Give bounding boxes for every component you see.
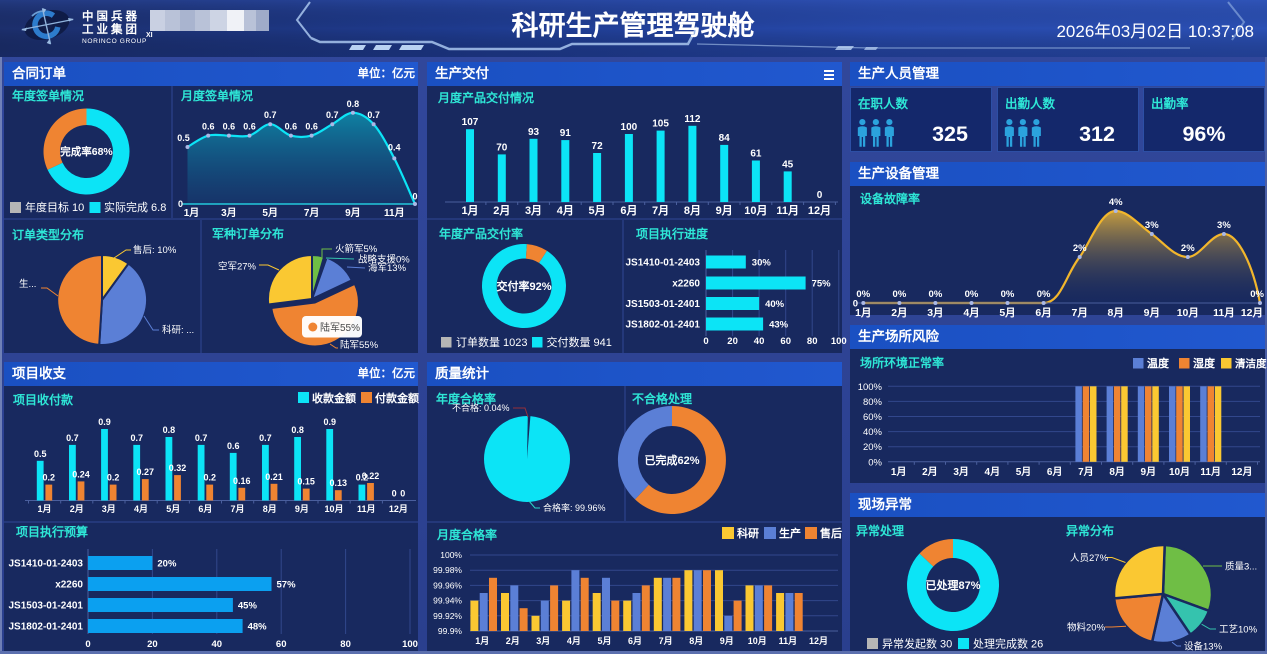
svg-text:2026年03月02日 10:37:08: 2026年03月02日 10:37:08 [1056,22,1254,41]
svg-text:科研生产管理驾驶舱: 科研生产管理驾驶舱 [512,10,756,41]
svg-text:NORINCO GROUP: NORINCO GROUP [82,38,147,45]
svg-text:中国兵器: 中国兵器 [82,9,140,23]
svg-text:工业集团: 工业集团 [82,22,140,36]
svg-text:XI: XI [146,32,153,39]
